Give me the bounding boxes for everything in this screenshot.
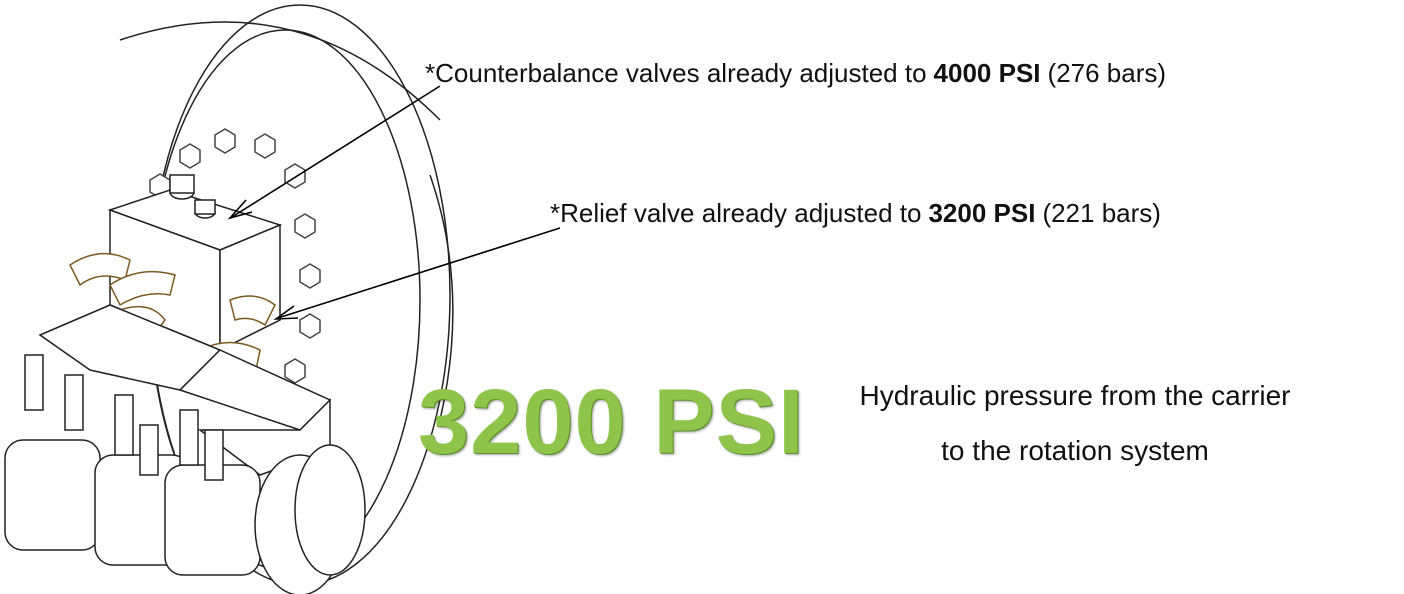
- annotation-emphasis: 3200 PSI: [928, 198, 1035, 228]
- annotation-text: *Counterbalance valves already adjusted …: [425, 58, 927, 88]
- annotation-text: *Relief valve already adjusted to: [550, 198, 921, 228]
- pressure-label: 3200 PSI: [418, 370, 805, 475]
- caption-line: Hydraulic pressure from the carrier: [760, 368, 1390, 423]
- annotation-emphasis: 4000 PSI: [934, 58, 1041, 88]
- annotation-text: (221 bars): [1042, 198, 1161, 228]
- caption-line: to the rotation system: [760, 423, 1390, 478]
- drawing: [0, 0, 1404, 594]
- caption: Hydraulic pressure from the carrier to t…: [760, 368, 1390, 478]
- annotation: *Counterbalance valves already adjusted …: [425, 58, 1166, 89]
- diagram: *Counterbalance valves already adjusted …: [0, 0, 1404, 594]
- annotation-text: (276 bars): [1048, 58, 1167, 88]
